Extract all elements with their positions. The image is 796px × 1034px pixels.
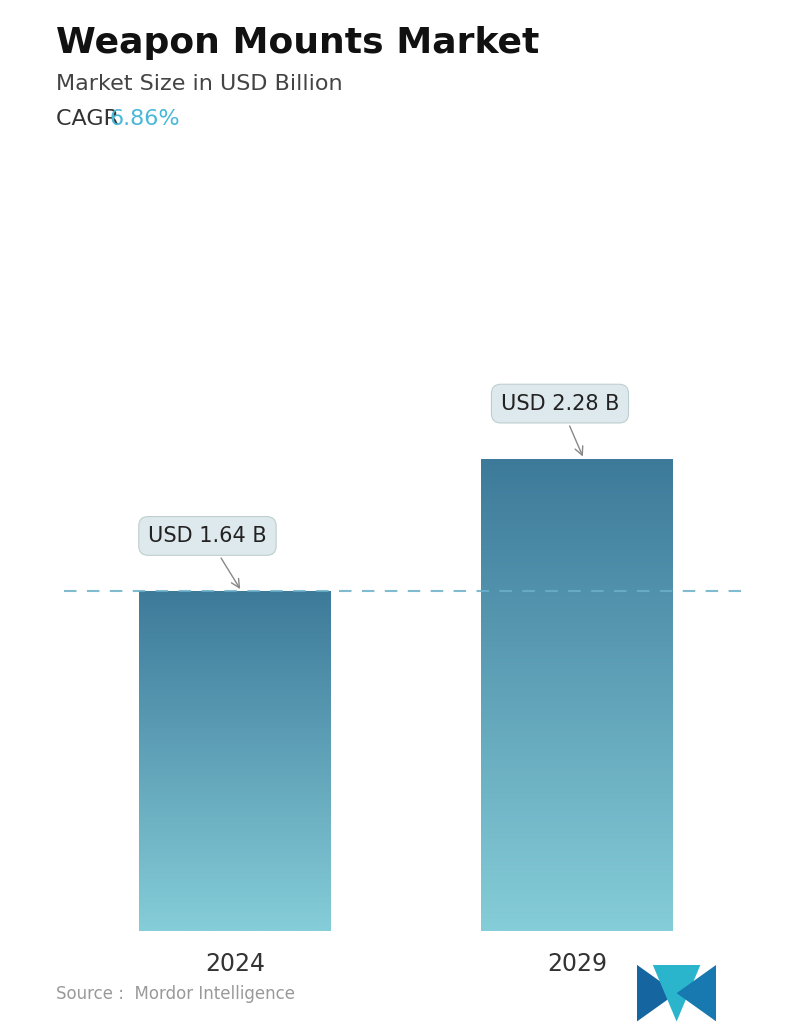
Text: Source :  Mordor Intelligence: Source : Mordor Intelligence	[56, 985, 295, 1003]
Polygon shape	[653, 965, 700, 1022]
Text: USD 2.28 B: USD 2.28 B	[501, 394, 619, 455]
Text: Weapon Mounts Market: Weapon Mounts Market	[56, 26, 539, 60]
Text: 6.86%: 6.86%	[110, 109, 181, 128]
Text: Market Size in USD Billion: Market Size in USD Billion	[56, 74, 342, 94]
Polygon shape	[637, 965, 677, 1022]
Polygon shape	[677, 965, 716, 1022]
Text: USD 1.64 B: USD 1.64 B	[148, 526, 267, 587]
Text: CAGR: CAGR	[56, 109, 126, 128]
